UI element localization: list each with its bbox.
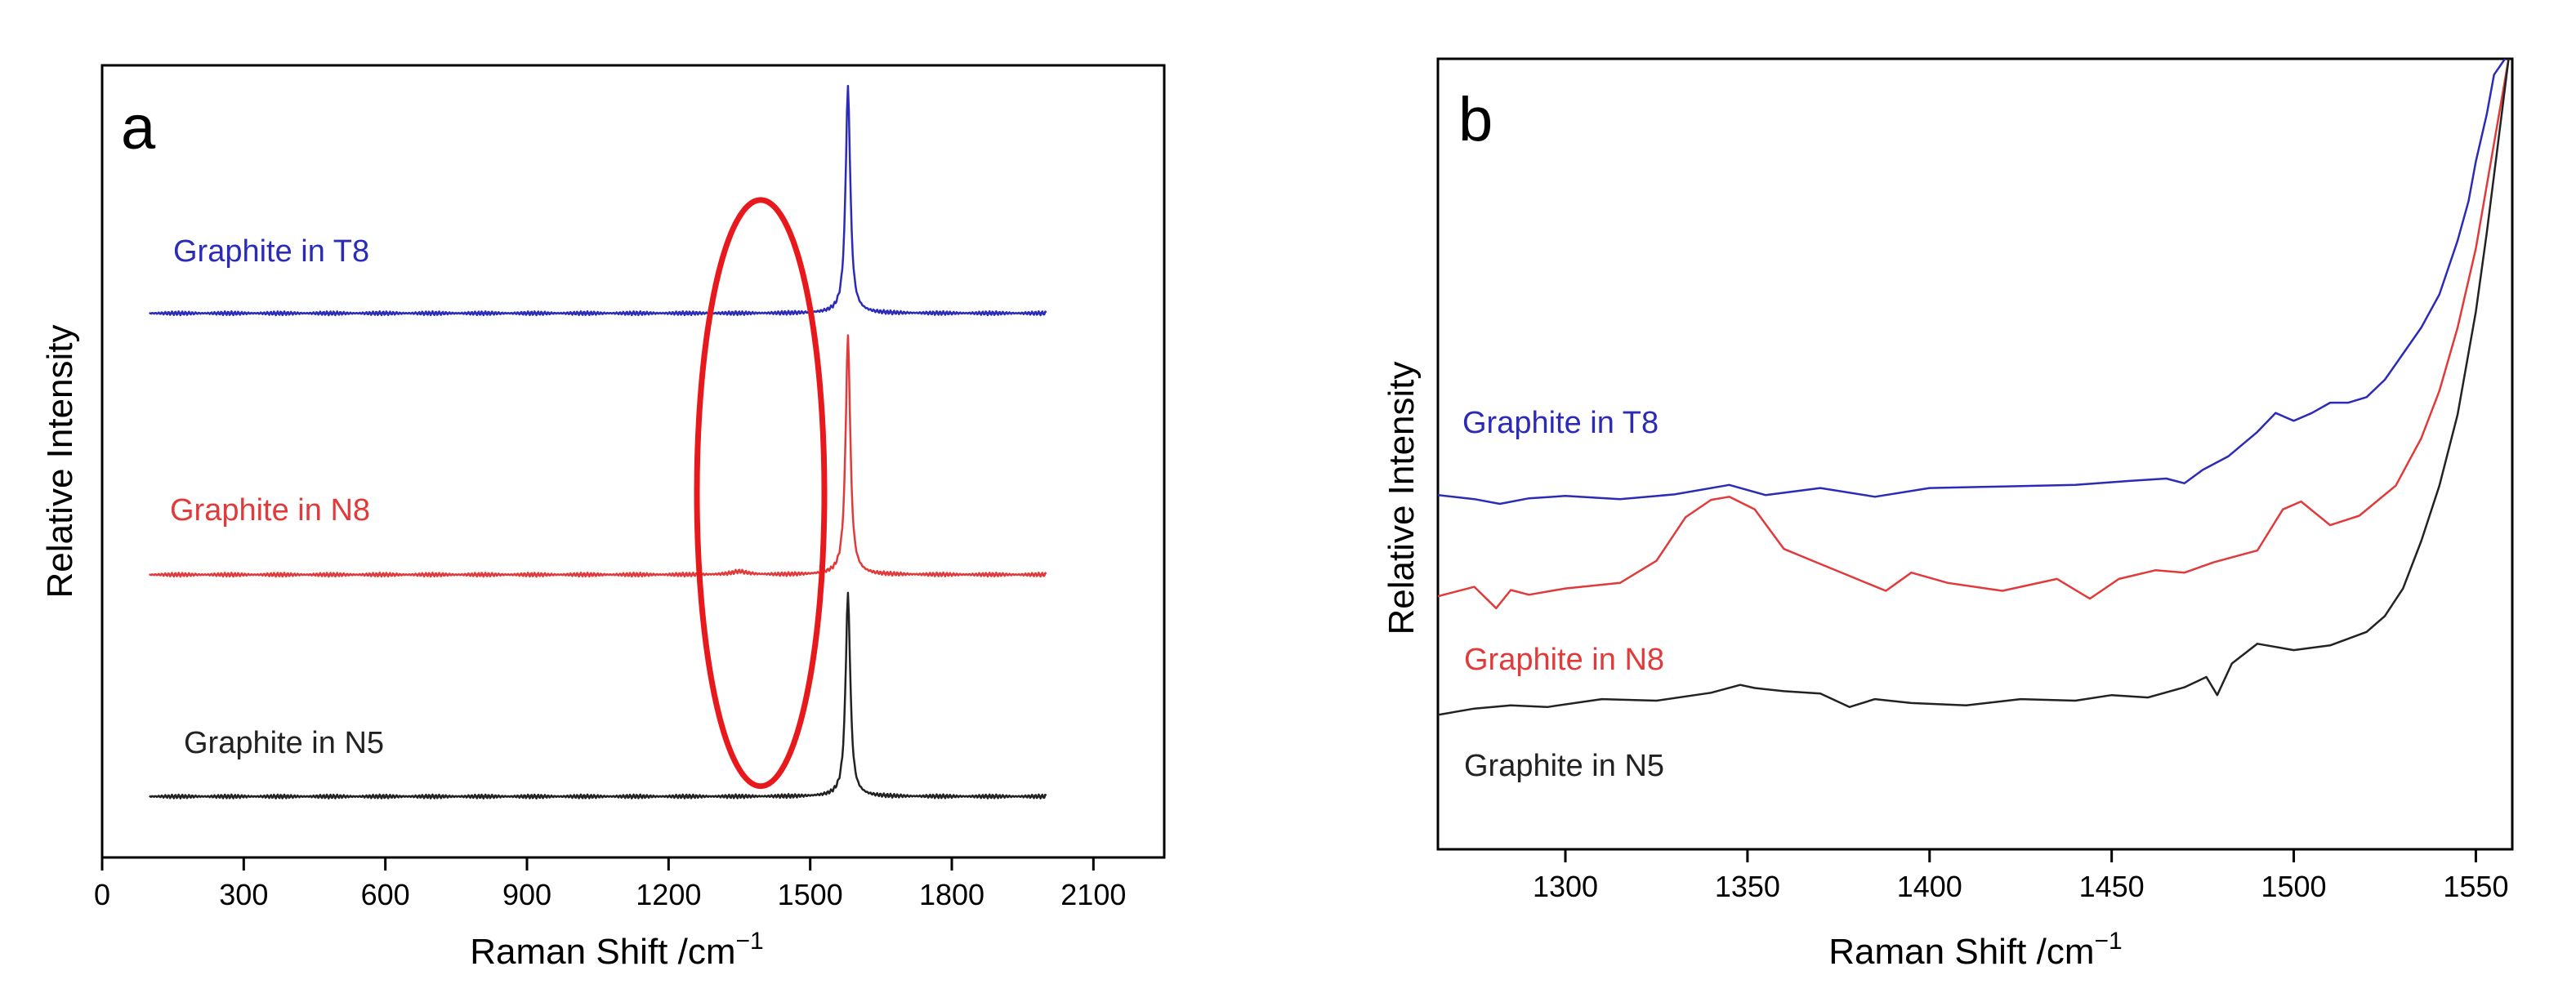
x-tick-label-a-600: 600 xyxy=(361,878,410,911)
series-line-a-graphite-in-n5 xyxy=(149,591,1047,799)
series-line-b-graphite-in-n5 xyxy=(1438,59,2510,716)
plot-area-frame-a xyxy=(100,64,1166,859)
series-label-a-graphite-in-n5: Graphite in N5 xyxy=(184,726,384,760)
series-label-a-graphite-in-t8: Graphite in T8 xyxy=(173,234,369,269)
highlight-ellipse xyxy=(694,197,828,790)
series-label-b-graphite-in-n8: Graphite in N8 xyxy=(1464,643,1664,677)
panel-a: 0 300 600 900 1200 1500 1800 2100 Graphite in T… xyxy=(40,64,1166,972)
series-label-b-graphite-in-t8: Graphite in T8 xyxy=(1462,406,1659,440)
series-line-a-graphite-in-n8 xyxy=(149,334,1047,578)
series-group-b xyxy=(1438,59,2510,716)
x-ticks-a: 0 300 600 900 1200 1500 1800 2100 xyxy=(94,857,1126,911)
series-line-b-graphite-in-n8 xyxy=(1438,59,2510,610)
x-tick-label-a-2100: 2100 xyxy=(1060,878,1126,911)
panel-letter-b: b xyxy=(1458,85,1493,154)
x-tick-label-a-1500: 1500 xyxy=(778,878,843,911)
series-group-a xyxy=(149,84,1047,799)
y-axis-title-a: Relative Intensity xyxy=(40,324,80,598)
series-labels-b: Graphite in T8 Graphite in N8 Graphite in … xyxy=(1462,406,1664,783)
series-labels-a: Graphite in T8 Graphite in N8 Graphite in … xyxy=(170,234,384,760)
x-axis-title-b: Raman Shift /cm−1 xyxy=(1828,928,2122,972)
x-tick-label-b-1400: 1400 xyxy=(1897,870,1962,903)
x-tick-label-a-900: 900 xyxy=(502,878,551,911)
series-line-b-graphite-in-t8 xyxy=(1438,59,2507,505)
series-label-a-graphite-in-n8: Graphite in N8 xyxy=(170,493,370,528)
x-tick-label-b-1550: 1550 xyxy=(2443,870,2508,903)
x-tick-label-a-1200: 1200 xyxy=(636,878,701,911)
panel-letter-a: a xyxy=(121,93,156,163)
x-tick-label-b-1450: 1450 xyxy=(2079,870,2145,903)
x-axis-title-a: Raman Shift /cm−1 xyxy=(470,928,763,972)
series-label-b-graphite-in-n5: Graphite in N5 xyxy=(1464,749,1664,783)
panel-b: 1300 1350 1400 1450 1500 1550 Graphite in T8G… xyxy=(1382,57,2514,972)
x-tick-label-b-1500: 1500 xyxy=(2261,870,2326,903)
series-line-a-graphite-in-t8 xyxy=(149,84,1047,317)
x-tick-label-a-300: 300 xyxy=(219,878,268,911)
x-tick-label-a-0: 0 xyxy=(94,878,110,911)
y-axis-title-b: Relative Intensity xyxy=(1382,361,1422,635)
x-tick-label-b-1300: 1300 xyxy=(1533,870,1598,903)
x-tick-label-b-1350: 1350 xyxy=(1715,870,1780,903)
x-tick-label-a-1800: 1800 xyxy=(919,878,984,911)
x-ticks-b: 1300 1350 1400 1450 1500 1550 xyxy=(1533,849,2508,903)
plot-area-frame-b xyxy=(1436,57,2514,851)
